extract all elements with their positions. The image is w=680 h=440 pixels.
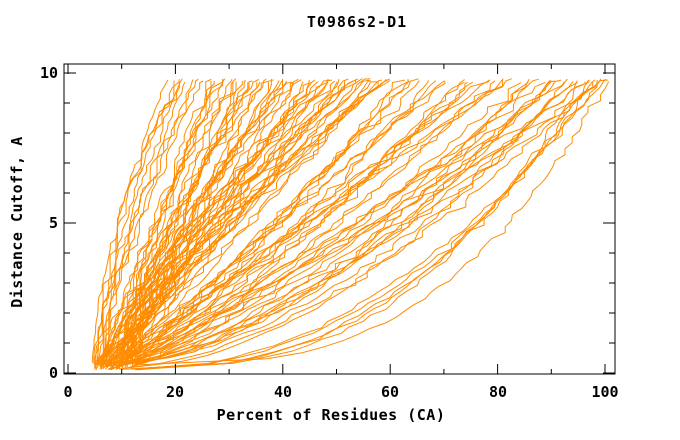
model-curve [97, 79, 180, 364]
x-tick-label-100: 100 [591, 383, 619, 401]
model-curve [94, 81, 212, 366]
model-curve [108, 81, 468, 367]
model-curve [94, 81, 345, 366]
model-curve [132, 81, 546, 364]
model-curve [99, 79, 302, 367]
model-curve [94, 80, 280, 364]
model-curve [132, 79, 491, 368]
model-curve [118, 78, 224, 368]
model-curve [127, 79, 590, 370]
model-curve [123, 81, 490, 364]
model-curve [135, 79, 596, 371]
x-axis-label: Percent of Residues (CA) [216, 406, 446, 424]
model-curve [140, 81, 609, 366]
model-curve [94, 81, 180, 370]
model-curve [121, 78, 539, 364]
model-curve [102, 80, 246, 364]
model-curve [99, 79, 274, 366]
x-tick-label-20: 20 [165, 383, 185, 401]
model-curve [102, 79, 383, 364]
model-curve [105, 78, 363, 367]
model-curve [99, 81, 186, 370]
y-tick-label-0: 0 [48, 364, 58, 382]
model-curve [118, 81, 329, 370]
model-curve [118, 81, 446, 367]
model-curve [100, 82, 529, 366]
model-curve [94, 80, 175, 370]
model-curve [124, 80, 578, 366]
x-tick-label-0: 0 [63, 383, 73, 401]
model-curve [102, 78, 283, 364]
model-curve [100, 79, 465, 366]
model-curve [99, 80, 336, 367]
model-curve [113, 81, 574, 365]
model-curve [102, 81, 565, 369]
model-curve [126, 79, 562, 365]
model-curve [100, 78, 212, 370]
model-curve [118, 78, 512, 364]
model-curve [94, 81, 379, 369]
y-tick-label-5: 5 [48, 214, 58, 232]
model-curve [118, 81, 292, 366]
model-curve [124, 80, 555, 365]
axes-frame [63, 63, 616, 375]
y-tick-label-10: 10 [39, 64, 58, 82]
model-curve [118, 82, 594, 370]
model-curve [105, 78, 299, 366]
model-curve [118, 78, 390, 366]
x-tick-label-40: 40 [273, 383, 293, 401]
model-curve [132, 80, 599, 370]
model-curve [98, 80, 204, 365]
model-curve [110, 80, 283, 369]
model-curve [99, 78, 371, 368]
model-curve [137, 78, 607, 371]
model-curves [91, 78, 609, 371]
model-curve [108, 81, 590, 370]
model-curve [126, 80, 391, 366]
model-curve [129, 79, 609, 364]
model-curve [129, 79, 568, 369]
model-curve [100, 78, 602, 364]
model-curve [95, 79, 194, 371]
x-tick-label-60: 60 [380, 383, 400, 401]
model-curve [126, 80, 288, 363]
model-curve [102, 78, 199, 369]
chart-title: T0986s2-D1 [306, 13, 408, 31]
model-curve [126, 80, 504, 369]
x-tick-label-80: 80 [488, 383, 508, 401]
model-curve [116, 80, 551, 367]
model-curve [99, 78, 237, 366]
model-curve [126, 79, 356, 366]
model-curve [121, 79, 370, 364]
model-curve [91, 79, 169, 363]
